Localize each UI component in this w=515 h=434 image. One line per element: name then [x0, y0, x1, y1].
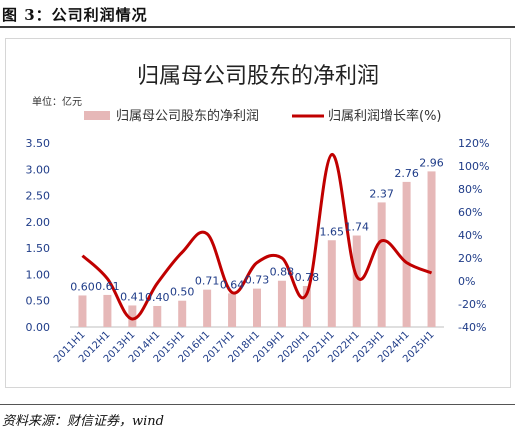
bar	[253, 288, 261, 327]
bar	[377, 202, 386, 327]
bar	[402, 181, 411, 327]
profit-chart: 归属母公司股东的净利润 单位：亿元 归属母公司股东的净利润 归属利润增长率(%)…	[26, 64, 490, 365]
chart-title: 归属母公司股东的净利润	[137, 64, 379, 89]
bar	[178, 300, 187, 327]
bar-data-label: 0.78	[295, 271, 320, 284]
y-right-tick-label: -40%	[458, 321, 486, 334]
footer-rule	[0, 404, 515, 405]
plot-area: 0.00 0.50 1.00 1.50 2.00 2.50 3.00 3.50 -40% -20%…	[26, 137, 490, 365]
source-note: 资料来源：财信证券，wind	[2, 414, 164, 429]
bar	[327, 240, 336, 327]
bar	[277, 280, 286, 327]
y-right-tick-label: 20%	[458, 252, 482, 265]
y-left-tick-label: 3.00	[26, 163, 51, 176]
y-right-tick-label: 100%	[458, 160, 489, 173]
bar-data-label: 0.40	[145, 291, 170, 304]
y-left-tick-label: 1.00	[26, 268, 51, 281]
bar-data-label: 2.96	[419, 156, 444, 169]
bar-data-label: 0.88	[270, 266, 295, 279]
y-right-tick-label: 60%	[458, 206, 482, 219]
bar-data-label: 0.64	[220, 278, 245, 291]
bar	[228, 293, 237, 327]
bar-data-label: 0.50	[170, 286, 195, 299]
y-left-tick-label: 2.50	[26, 190, 51, 203]
growth-rate-line	[81, 152, 433, 321]
bar	[78, 295, 87, 327]
chart-container: 归属母公司股东的净利润 单位：亿元 归属母公司股东的净利润 归属利润增长率(%)…	[5, 38, 511, 388]
figure-label: 图 3：公司利润情况	[2, 6, 148, 24]
bar-data-label: 2.76	[394, 167, 419, 180]
y-right-tick-label: 40%	[458, 229, 482, 242]
bar-data-label: 1.74	[344, 221, 369, 234]
y-left-tick-label: 2.00	[26, 216, 51, 229]
bar	[128, 305, 137, 327]
y-left-tick-label: 3.50	[26, 137, 51, 150]
y-left-tick-label: 1.50	[26, 242, 51, 255]
y-left-tick-label: 0.50	[26, 295, 51, 308]
bar-data-label: 0.73	[245, 274, 270, 287]
bar	[203, 289, 212, 327]
bar-data-label: 2.37	[369, 187, 394, 200]
figure-header: 图 3：公司利润情况	[0, 0, 515, 28]
bar	[153, 305, 162, 327]
y-right-tick-label: -20%	[458, 298, 486, 311]
y-right-tick-label: 80%	[458, 183, 482, 196]
unit-label: 单位：亿元	[32, 95, 82, 108]
legend-bar-swatch	[84, 111, 110, 120]
y-right-tick-label: 0%	[458, 275, 475, 288]
bar-data-label: 0.61	[95, 280, 120, 293]
y-right-tick-label: 120%	[458, 137, 489, 150]
bar	[302, 285, 311, 327]
bar	[103, 294, 112, 327]
legend-line-label: 归属利润增长率(%)	[328, 108, 442, 124]
bar-data-label: 0.60	[70, 280, 95, 293]
bar-data-label: 1.65	[320, 225, 345, 238]
bar	[352, 235, 361, 327]
bar	[427, 171, 436, 327]
y-left-tick-label: 0.00	[26, 321, 51, 334]
legend-bar-label: 归属母公司股东的净利润	[116, 108, 259, 124]
bar-data-label: 0.71	[195, 275, 220, 288]
bar-data-label: 0.41	[120, 290, 145, 303]
